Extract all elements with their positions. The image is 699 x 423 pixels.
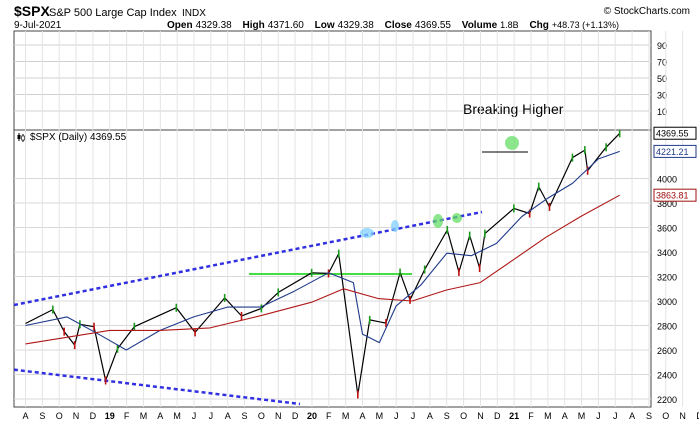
price-tick-label: 3400 [657, 248, 677, 258]
time-tick-label: S [242, 411, 248, 421]
time-tick-label: M [140, 411, 148, 421]
time-tick-label: A [22, 411, 28, 421]
price-tick-label: 3200 [657, 273, 677, 283]
indicator-tick-label: 70 [657, 58, 667, 68]
series-sma-200 [25, 194, 620, 345]
highlight-marker [433, 214, 443, 228]
time-tick-label: N [73, 411, 80, 421]
time-tick-label: A [359, 411, 365, 421]
price-tick-label: 3000 [657, 297, 677, 307]
time-tick-label: A [629, 411, 635, 421]
time-tick-label: J [394, 411, 399, 421]
highlight-marker [391, 220, 399, 232]
indicator-tick-label: 30 [657, 91, 667, 101]
legend-label: $SPX (Daily) 4369.55 [30, 132, 127, 143]
time-tick-label: S [444, 411, 450, 421]
price-tick-label: 2800 [657, 322, 677, 332]
price-tick-label: 2600 [657, 346, 677, 356]
time-tick-label: F [124, 411, 130, 421]
highlight-marker [452, 213, 462, 223]
time-tick-label: M [173, 411, 181, 421]
series-sma-50 [25, 150, 620, 351]
time-tick-label: O [258, 411, 265, 421]
price-tick-label: 4000 [657, 175, 677, 185]
index-name: S&P 500 Large Cap Index [49, 7, 177, 19]
time-tick-label: O [662, 411, 669, 421]
time-tick-label: F [326, 411, 332, 421]
indicator-tick-label: 90 [657, 41, 667, 51]
exchange-code: INDX [182, 8, 206, 19]
price-tick-label: 3800 [657, 199, 677, 209]
time-tick-label: S [646, 411, 652, 421]
price-badge-label: 4369.55 [656, 129, 689, 139]
price-tick-label: 2400 [657, 371, 677, 381]
symbol-title: $SPX [14, 3, 50, 19]
series-price [25, 132, 621, 396]
price-axis: 2200 2400 2600 2800 3000 3200 3400 3600 3800 4000 [657, 175, 677, 406]
date-label: 9-Jul-2021 [14, 20, 62, 31]
time-tick-label: 19 [105, 411, 115, 421]
time-tick-label: N [679, 411, 686, 421]
indicator-tick-label: 50 [657, 74, 667, 84]
price-badge [653, 126, 697, 140]
price-tick-label: 3600 [657, 224, 677, 234]
upper-trendline [14, 210, 483, 307]
time-tick-label: A [562, 411, 568, 421]
indicator-tick-label: 10 [657, 107, 667, 117]
indicator-grid [14, 44, 651, 112]
time-tick-label: F [528, 411, 534, 421]
time-tick-label: J [613, 411, 618, 421]
time-tick-label: D [90, 411, 97, 421]
price-panel [13, 129, 652, 408]
price-badge [653, 188, 697, 202]
time-tick-label: D [696, 411, 699, 421]
indicator-panel [13, 30, 652, 131]
price-badge-label: 3863.81 [656, 191, 689, 201]
time-tick-label: N [477, 411, 484, 421]
time-tick-label: A [157, 411, 163, 421]
time-tick-label: O [56, 411, 63, 421]
time-tick-label: M [342, 411, 350, 421]
price-legend: $SPX (Daily) 4369.55 [17, 132, 127, 143]
time-tick-label: J [192, 411, 197, 421]
candle-icon [17, 133, 25, 142]
time-tick-label: A [427, 411, 433, 421]
time-tick-label: 21 [509, 411, 519, 421]
price-badge-label: 4221.21 [656, 147, 689, 157]
time-tick-label: M [376, 411, 384, 421]
highlight-marker [360, 228, 374, 238]
highlight-marker [505, 136, 519, 150]
lower-trendline [14, 368, 301, 406]
time-tick-label: S [39, 411, 45, 421]
time-tick-label: J [209, 411, 214, 421]
time-tick-label: J [411, 411, 416, 421]
time-tick-label: M [544, 411, 552, 421]
annotation-breaking-higher: Breaking Higher [463, 101, 564, 117]
indicator-axis: 90 70 50 30 10 [657, 41, 667, 117]
time-tick-label: D [494, 411, 501, 421]
price-badge [653, 144, 697, 158]
time-tick-label: A [225, 411, 231, 421]
time-tick-label: J [596, 411, 601, 421]
time-tick-label: D [292, 411, 299, 421]
time-tick-label: O [460, 411, 467, 421]
watermark: © StockCharts.com [604, 6, 690, 17]
time-tick-label: M [578, 411, 586, 421]
quote-line: Open 4329.38 High 4371.60 Low 4329.38 Close… [167, 20, 619, 31]
time-tick-label: 20 [307, 411, 317, 421]
time-axis: A S O N D 19 F M A M J J A S O N D 20 F M A M J J A S O N D 21 F M A M J J A… [22, 411, 699, 421]
price-tick-label: 2200 [657, 395, 677, 405]
time-tick-label: N [275, 411, 282, 421]
